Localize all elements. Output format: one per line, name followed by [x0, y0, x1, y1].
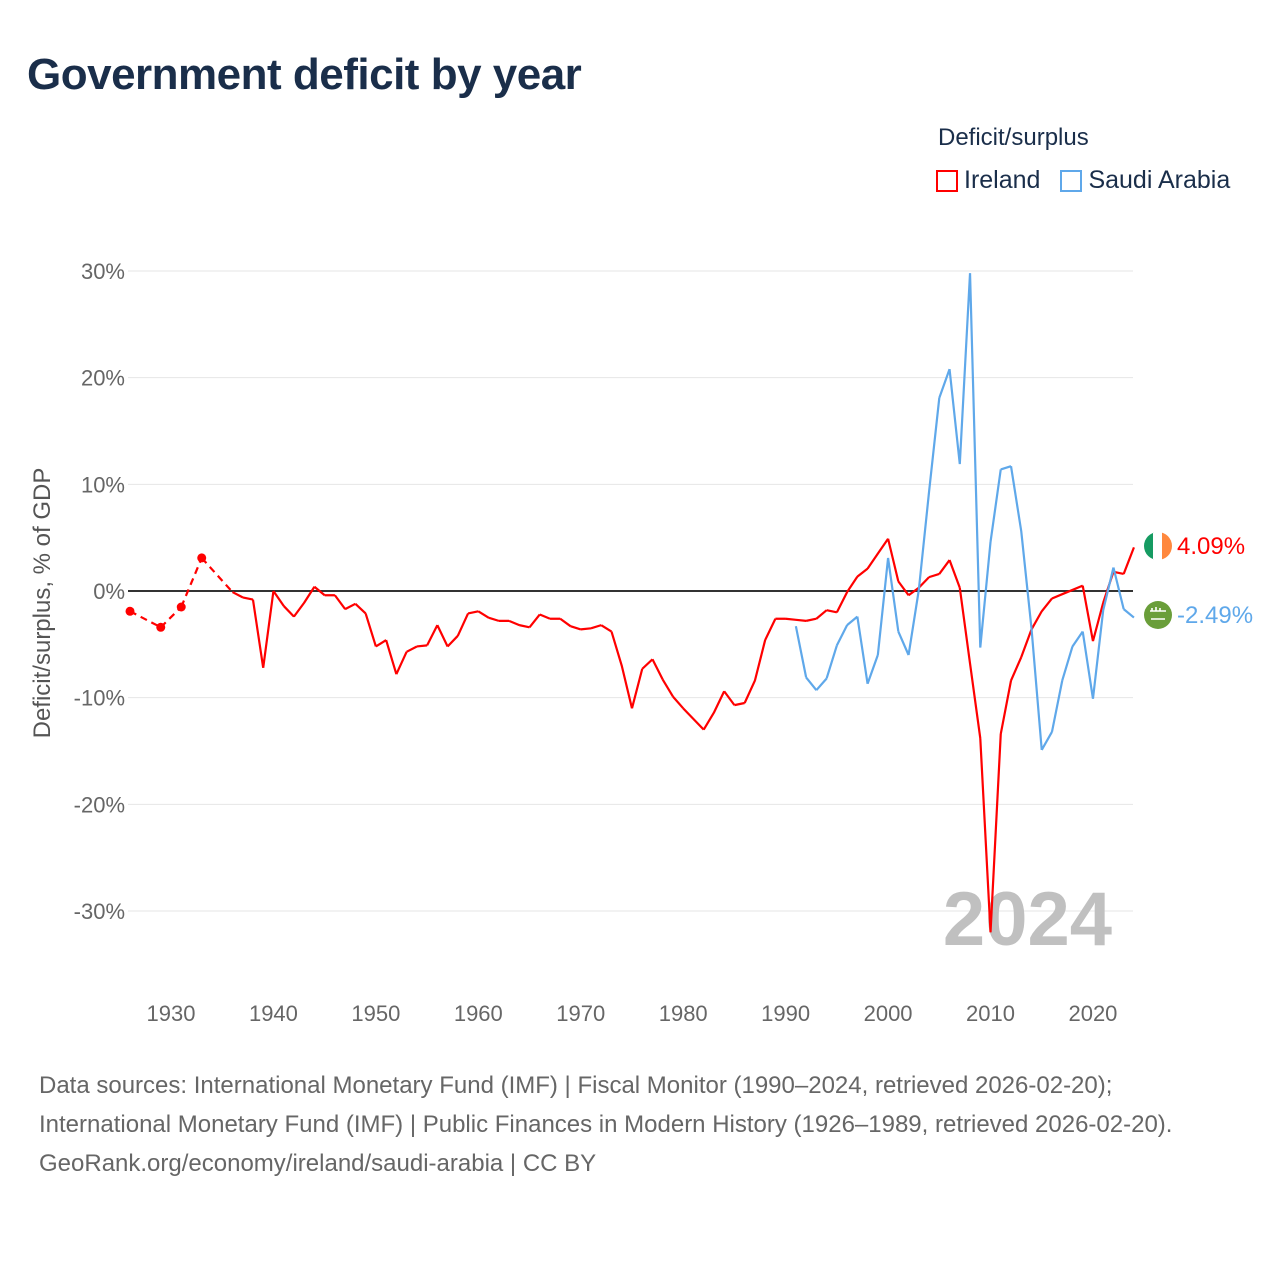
- y-tick-label: -10%: [74, 686, 125, 711]
- ireland-flag-icon: [1144, 532, 1172, 560]
- x-tick-label: 1970: [556, 1001, 605, 1026]
- y-tick-label: 10%: [81, 472, 125, 497]
- legend-item-saudi-arabia[interactable]: Saudi Arabia: [1060, 166, 1230, 195]
- data-sources: Data sources: International Monetary Fun…: [39, 1072, 1173, 1138]
- credit-link[interactable]: GeoRank.org/economy/ireland/saudi-arabia…: [39, 1150, 597, 1177]
- legend-item-ireland[interactable]: Ireland: [936, 166, 1040, 195]
- y-tick-label: 0%: [93, 579, 125, 604]
- saudi-arabia-swatch: [1060, 169, 1083, 192]
- ireland-gap-segment: [159, 606, 183, 629]
- saudi-arabia-flag-icon: [1144, 601, 1172, 629]
- ireland-line: [231, 538, 1135, 933]
- y-tick-label: -30%: [74, 899, 125, 924]
- year-watermark: 2024: [943, 877, 1112, 962]
- x-tick-label: 1950: [351, 1001, 400, 1026]
- saudi-arabia-line: [794, 273, 1135, 751]
- legend-title: Deficit/surplus: [938, 124, 1089, 151]
- ireland-gap-segment: [200, 557, 234, 593]
- legend-label-ireland: Ireland: [964, 166, 1041, 194]
- ireland-point: [156, 622, 166, 632]
- x-tick-label: 1990: [761, 1001, 810, 1026]
- ireland-point: [197, 553, 207, 563]
- x-tick-label: 1940: [249, 1001, 298, 1026]
- x-tick-label: 1980: [659, 1001, 708, 1026]
- ireland-gap-segment: [129, 610, 162, 629]
- y-tick-label: 20%: [81, 366, 125, 391]
- x-tick-label: 1930: [147, 1001, 196, 1026]
- x-tick-label: 2020: [1068, 1001, 1117, 1026]
- x-tick-label: 2000: [864, 1001, 913, 1026]
- y-axis-label: Deficit/surplus, % of GDP: [29, 468, 56, 739]
- ireland-gap-segment: [180, 557, 203, 608]
- ireland-end-label: 4.09%: [1177, 533, 1245, 560]
- x-tick-label: 1960: [454, 1001, 503, 1026]
- ireland-point: [176, 602, 186, 612]
- legend-label-saudi-arabia: Saudi Arabia: [1088, 166, 1231, 194]
- chart-title: Government deficit by year: [27, 50, 582, 99]
- y-tick-label: -20%: [74, 792, 125, 817]
- x-tick-label: 2010: [966, 1001, 1015, 1026]
- footer: Data sources: International Monetary Fun…: [39, 1066, 1239, 1183]
- legend: Ireland Saudi Arabia: [936, 166, 1230, 195]
- y-tick-label: 30%: [81, 259, 125, 284]
- saudi-arabia-end-label: -2.49%: [1177, 602, 1253, 629]
- ireland-swatch: [936, 169, 958, 192]
- ireland-point: [125, 606, 135, 616]
